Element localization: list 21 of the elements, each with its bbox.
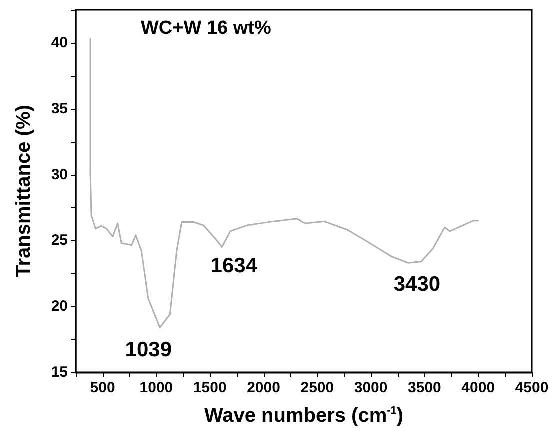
annotation: 3430 (394, 272, 441, 296)
line-series (90, 38, 480, 328)
x-tick-label: 3500 (408, 380, 442, 396)
x-tick-label: 4000 (462, 380, 496, 396)
x-tick-label: 2500 (300, 380, 334, 396)
y-tick-label: 30 (51, 166, 68, 184)
y-tick-label: 40 (51, 34, 68, 52)
annotation: 1039 (125, 338, 172, 362)
x-tick-label: 1500 (193, 380, 227, 396)
x-tick-label: 2000 (247, 380, 280, 396)
annotation: 1634 (210, 254, 258, 278)
y-tick-label: 35 (51, 100, 68, 118)
y-tick-label: 25 (51, 232, 68, 250)
x-tick-label: 1000 (140, 380, 174, 396)
x-tick-label: 4500 (515, 380, 549, 396)
x-tick-label: 3000 (354, 380, 388, 396)
chart-title: WC+W 16 wt% (141, 18, 272, 39)
y-tick-label: 20 (51, 298, 68, 316)
x-tick-label: 500 (90, 380, 116, 396)
y-axis-title: Transmittance (%) (13, 105, 35, 278)
y-tick-label: 15 (51, 364, 68, 381)
